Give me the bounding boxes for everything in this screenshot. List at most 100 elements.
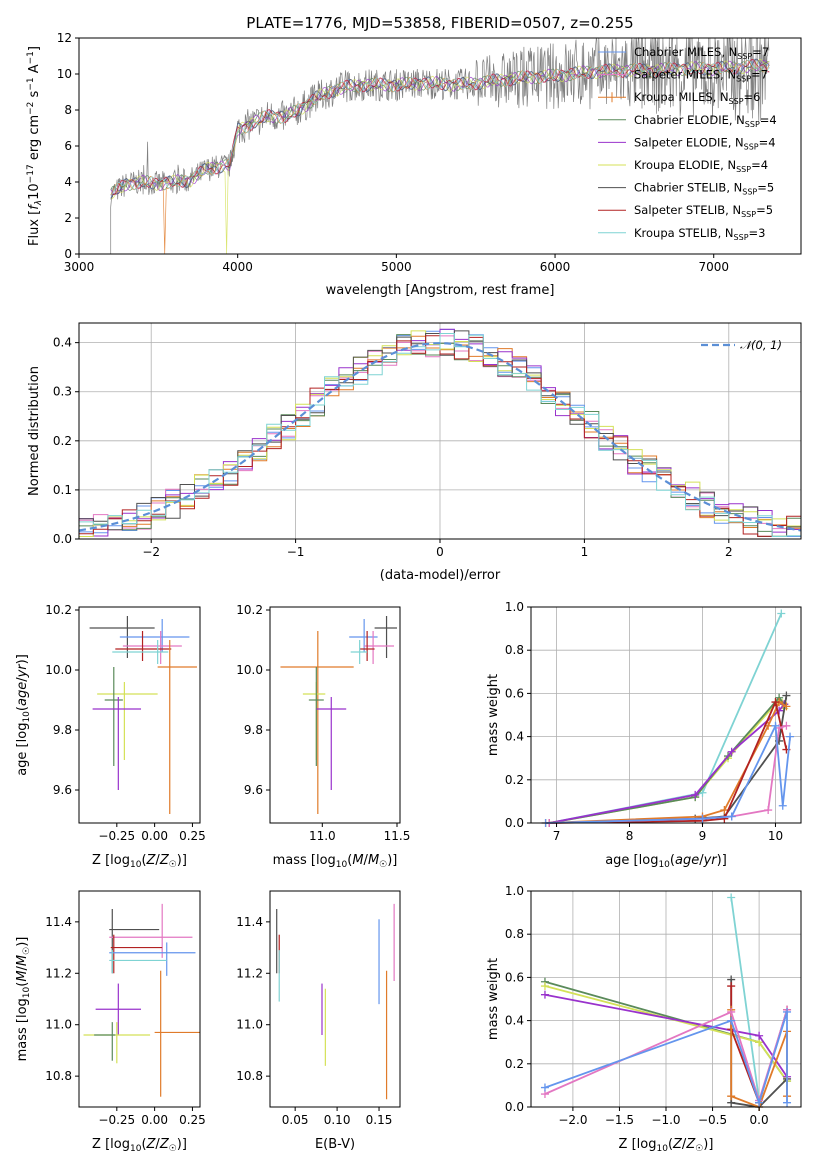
y-tick-label: 10.2 bbox=[45, 603, 72, 617]
y-axis-label: mass weight bbox=[486, 674, 501, 756]
x-tick-label: −1.0 bbox=[651, 1113, 680, 1127]
x-tick-label: 7 bbox=[553, 829, 561, 843]
y-tick-label: 10.2 bbox=[236, 603, 263, 617]
model-spectrum-line bbox=[110, 58, 770, 200]
mass-weight-point bbox=[727, 982, 736, 991]
mass-weight-point bbox=[727, 1016, 736, 1025]
mass-weight-point bbox=[755, 1031, 764, 1040]
x-tick-label: 0.00 bbox=[141, 829, 168, 843]
mass-weight-series-line bbox=[549, 696, 785, 824]
mass-weight-series-line bbox=[549, 699, 788, 824]
y-axis-label: Normed distribution bbox=[27, 366, 42, 496]
x-tick-label: 9 bbox=[699, 829, 707, 843]
x-tick-label: 5000 bbox=[381, 260, 412, 274]
spectrum-panel: 3000 4000 5000 6000 7000 0 2 4 6 8 10 12 wavelength … bbox=[26, 31, 802, 298]
mass-weight-point bbox=[786, 732, 795, 741]
legend-entry: Kroupa ELODIE, NSSP=4 bbox=[634, 158, 768, 174]
mass-weight-series-line bbox=[545, 722, 791, 824]
legend-entry: Kroupa STELIB, NSSP=3 bbox=[634, 226, 765, 242]
mass-weight-series-line bbox=[549, 613, 783, 824]
y-tick-label: 0.2 bbox=[505, 773, 524, 787]
x-axis-label: (data-model)/error bbox=[380, 568, 501, 583]
x-tick-label: 10 bbox=[768, 829, 783, 843]
y-tick-label: 0.8 bbox=[505, 643, 524, 657]
y-tick-label: 11.2 bbox=[236, 966, 263, 980]
x-tick-label: 3000 bbox=[64, 260, 95, 274]
legend-entry: Chabrier MILES, NSSP=7 bbox=[634, 45, 769, 61]
y-tick-label: 8 bbox=[64, 103, 72, 117]
x-tick-label: 8 bbox=[626, 829, 634, 843]
legend-entry: 𝒩(0, 1) bbox=[740, 338, 782, 352]
y-tick-label: 9.6 bbox=[53, 783, 72, 797]
mass-weight-point bbox=[540, 1083, 549, 1092]
x-tick-label: −1 bbox=[287, 545, 305, 559]
legend-entry: Salpeter STELIB, NSSP=5 bbox=[634, 203, 773, 219]
y-tick-label: 0.0 bbox=[505, 816, 524, 830]
legend-entry: Chabrier ELODIE, NSSP=4 bbox=[634, 113, 777, 129]
y-tick-label: 10.0 bbox=[45, 663, 72, 677]
axes-frame bbox=[269, 890, 401, 1108]
y-axis-label: mass weight bbox=[486, 958, 501, 1040]
x-tick-label: 0.25 bbox=[179, 829, 206, 843]
x-axis-label: E(B-V) bbox=[315, 1137, 355, 1152]
mass-weight-point bbox=[727, 1092, 736, 1101]
age-vs-metallicity-panel: −0.25 0.00 0.25 9.6 9.8 10.0 10.2 Z [log10(Z/Z☉… bbox=[15, 603, 206, 870]
y-tick-label: 9.8 bbox=[53, 723, 72, 737]
y-tick-label: 0.6 bbox=[505, 686, 524, 700]
y-tick-label: 11.4 bbox=[236, 915, 263, 929]
y-tick-label: 0.6 bbox=[505, 970, 524, 984]
axes-frame bbox=[78, 606, 201, 824]
x-tick-label: 0.05 bbox=[282, 1113, 309, 1127]
mass-weight-point bbox=[540, 990, 549, 999]
x-tick-label: −2 bbox=[142, 545, 160, 559]
mass-weight-point bbox=[777, 609, 786, 618]
y-tick-label: 1.0 bbox=[505, 884, 524, 898]
x-tick-label: 0.10 bbox=[324, 1113, 351, 1127]
model-spectrum-line bbox=[110, 59, 770, 196]
x-tick-label: 0.00 bbox=[141, 1113, 168, 1127]
mass-weight-point bbox=[771, 698, 780, 707]
x-tick-label: −0.5 bbox=[698, 1113, 727, 1127]
y-tick-label: 10 bbox=[57, 67, 72, 81]
mass-weight-point bbox=[775, 706, 784, 715]
y-tick-label: 4 bbox=[64, 175, 72, 189]
x-tick-label: 1 bbox=[581, 545, 589, 559]
y-tick-label: 6 bbox=[64, 139, 72, 153]
y-tick-label: 0.0 bbox=[53, 532, 72, 546]
mass-weight-series-line bbox=[545, 700, 787, 824]
y-tick-label: 11.0 bbox=[236, 1018, 263, 1032]
mass-weight-point bbox=[727, 1007, 736, 1016]
y-tick-label: 9.6 bbox=[244, 783, 263, 797]
model-spectrum-line bbox=[110, 59, 770, 196]
figure-title: PLATE=1776, MJD=53858, FIBERID=0507, z=0… bbox=[246, 14, 633, 32]
legend-entry: Kroupa MILES, NSSP=6 bbox=[634, 90, 760, 106]
mass-weight-point bbox=[727, 747, 736, 756]
histogram-step bbox=[79, 333, 801, 537]
mass-weight-point bbox=[698, 814, 707, 823]
x-tick-label: 11.5 bbox=[384, 829, 411, 843]
mass-weight-point bbox=[782, 721, 791, 730]
gaussian-curve bbox=[78, 342, 802, 532]
legend-entry: Salpeter ELODIE, NSSP=4 bbox=[634, 135, 776, 151]
mass-weight-vs-age-panel: 7 8 9 10 0.0 0.2 0.4 0.6 0.8 1.0 mass weight age [l… bbox=[486, 600, 802, 870]
mass-weight-point bbox=[782, 702, 791, 711]
x-tick-label: −2.0 bbox=[558, 1113, 587, 1127]
axes-frame bbox=[78, 890, 201, 1108]
mass-weight-point bbox=[727, 893, 736, 902]
y-axis-label: age [log10(age/yr)] bbox=[15, 654, 32, 776]
mass-weight-point bbox=[727, 812, 736, 821]
x-tick-label: 11.0 bbox=[309, 829, 336, 843]
x-tick-label: 0.25 bbox=[179, 1113, 206, 1127]
x-axis-label: Z [log10(Z/Z☉)] bbox=[619, 1137, 714, 1154]
histogram-step bbox=[79, 335, 801, 537]
x-tick-label: −0.25 bbox=[98, 829, 135, 843]
y-tick-label: 11.2 bbox=[45, 966, 72, 980]
model-spectrum-line bbox=[110, 59, 770, 196]
axes-frame bbox=[269, 606, 401, 824]
mass-weight-point bbox=[778, 801, 787, 810]
mass-weight-point bbox=[755, 1098, 764, 1107]
legend-entry: Salpeter MILES, NSSP=7 bbox=[634, 68, 768, 84]
legend-entry: Chabrier STELIB, NSSP=5 bbox=[634, 181, 774, 197]
x-tick-label: −0.25 bbox=[98, 1113, 135, 1127]
